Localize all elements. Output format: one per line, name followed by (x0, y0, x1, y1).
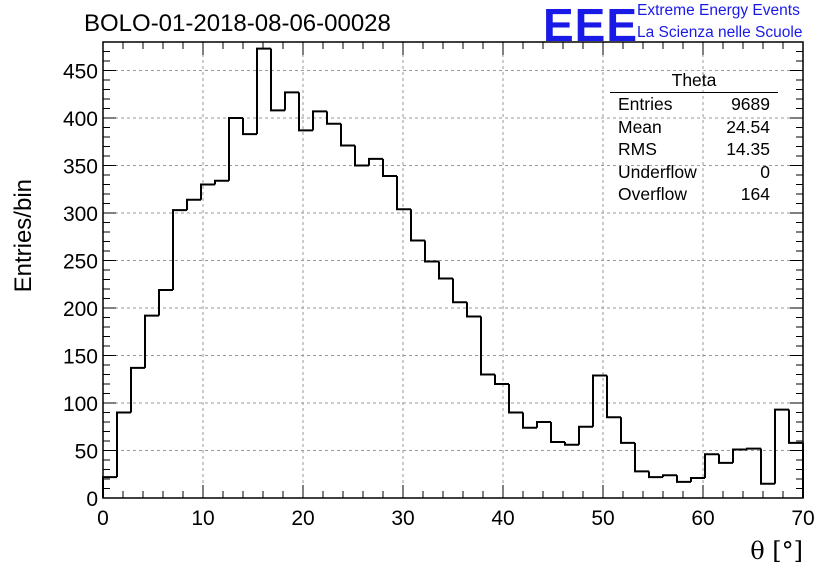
histogram-bar (690, 477, 705, 482)
histogram-bar (116, 411, 131, 478)
histogram-bar (130, 366, 145, 413)
histogram-bar (256, 47, 271, 135)
stats-box: Theta Entries 9689 Mean 24.54 RMS 14.35 … (610, 70, 778, 206)
histogram-bar (158, 288, 173, 316)
histogram-bar (354, 145, 369, 167)
stats-row-rms: RMS 14.35 (610, 138, 778, 161)
histogram-bar (438, 261, 453, 280)
histogram-bar (620, 417, 635, 444)
x-tick-label: 60 (691, 507, 714, 530)
logo-line-2: La Scienza nelle Scuole (637, 24, 803, 41)
histogram-bar (606, 375, 621, 419)
grid-lines (103, 42, 803, 498)
histogram-bar (396, 175, 411, 211)
histogram-bar (228, 117, 243, 181)
histogram-bar (676, 475, 691, 483)
x-tick-label: 20 (291, 507, 314, 530)
y-tick-label: 0 (86, 488, 98, 511)
y-tick-label: 100 (63, 393, 98, 416)
histogram-bar (200, 183, 215, 200)
histogram-bar (382, 158, 397, 177)
stats-label: Underflow (618, 161, 697, 182)
stats-value: 164 (740, 184, 770, 205)
stats-label: Mean (618, 116, 662, 137)
histogram-bar (270, 48, 285, 112)
histogram-bar (788, 409, 803, 444)
histogram-bar (298, 92, 313, 132)
x-tick-label: 50 (591, 507, 614, 530)
histogram-bar (424, 240, 439, 263)
y-tick-label: 50 (75, 441, 98, 464)
y-tick-label: 400 (63, 108, 98, 131)
histogram-bar (186, 198, 201, 211)
histogram-bar (578, 425, 593, 445)
x-tick-label: 0 (97, 507, 109, 530)
stats-value: 9689 (731, 94, 770, 114)
stats-value: 0 (760, 161, 770, 182)
histogram-bar (452, 278, 467, 304)
histogram-bar (648, 471, 663, 479)
y-tick-label: 450 (63, 61, 98, 84)
histogram-bar (368, 157, 383, 166)
stats-row-overflow: Overflow 164 (610, 183, 778, 206)
histogram-bar (634, 442, 649, 473)
eee-logo: EEE (543, 0, 639, 51)
logo-line-1: Extreme Energy Events (637, 2, 800, 19)
histogram-bar (480, 316, 495, 376)
stats-row-underflow: Underflow 0 (610, 161, 778, 184)
histogram-bar (662, 474, 677, 478)
histogram-bar (760, 448, 775, 485)
chart-title: BOLO-01-2018-08-06-00028 (84, 10, 391, 37)
histogram-bar (214, 179, 229, 185)
histogram-bar (508, 384, 523, 414)
y-tick-label: 250 (63, 251, 98, 274)
histogram-bar (522, 412, 537, 429)
y-tick-label: 200 (63, 298, 98, 321)
stats-row-entries: Entries 9689 (610, 93, 778, 116)
histogram-bar (466, 302, 481, 318)
histogram-bar (732, 448, 747, 463)
histogram-bar (326, 111, 341, 125)
x-tick-label: 70 (791, 507, 814, 530)
histogram-bar (564, 441, 579, 446)
histogram-bar (312, 110, 327, 131)
histogram-bar (494, 374, 509, 385)
stats-title: Theta (610, 70, 778, 93)
y-tick-label: 350 (63, 156, 98, 179)
histogram-bar (746, 447, 761, 450)
histogram-bar (774, 408, 789, 484)
histogram-bar (102, 476, 117, 498)
stats-label: Overflow (618, 184, 688, 205)
histogram-bar (144, 314, 159, 368)
stats-row-mean: Mean 24.54 (610, 116, 778, 139)
y-axis-label: Entries/bin (10, 179, 37, 292)
histogram-bar (410, 209, 425, 242)
histogram-bar (284, 91, 299, 111)
histogram-bar (340, 123, 355, 147)
y-tick-label: 300 (63, 203, 98, 226)
stats-label: Entries (618, 94, 673, 114)
stats-value: 14.35 (726, 139, 770, 160)
x-tick-label: 30 (391, 507, 414, 530)
axis-ticks (102, 41, 804, 499)
stats-value: 24.54 (726, 116, 770, 137)
x-axis-label: θ [°] (750, 537, 803, 565)
tick-labels: 0 10 20 30 40 50 60 70 0 50 100 150 200 250 300 350 400 4… (63, 61, 815, 531)
y-tick-label: 150 (63, 346, 98, 369)
histogram-bar (718, 454, 733, 464)
histogram-bar (536, 421, 551, 428)
histogram-bar (172, 209, 187, 290)
histogram-bar (704, 453, 719, 479)
histogram-bar (242, 118, 257, 136)
stats-label: RMS (618, 139, 657, 160)
histogram-bar (550, 422, 565, 443)
x-tick-label: 10 (191, 507, 214, 530)
x-tick-label: 40 (491, 507, 514, 530)
histogram-bar (592, 374, 607, 427)
